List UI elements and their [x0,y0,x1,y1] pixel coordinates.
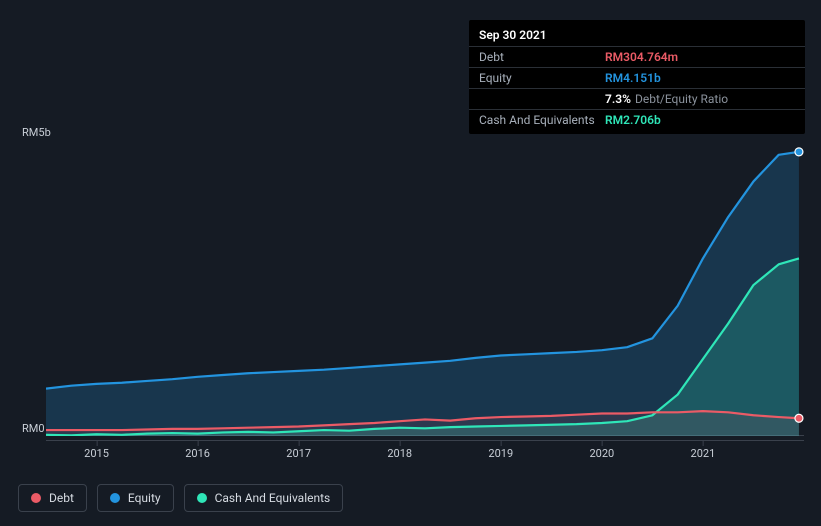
y-axis-label: RM0 [22,422,45,435]
x-axis-label: 2020 [589,447,614,460]
legend-label: Equity [128,491,161,505]
tooltip-row-label: Cash And Equivalents [479,113,605,127]
series-end-marker-debt [795,414,803,422]
tooltip-date: Sep 30 2021 [469,24,805,46]
legend-label: Cash And Equivalents [215,491,331,505]
tooltip-row: EquityRM4.151b [469,67,805,88]
legend-dot [110,493,120,503]
tooltip-row-value: RM2.706b [605,113,661,127]
legend-dot [197,493,207,503]
x-axis-label: 2015 [84,447,109,460]
series-end-marker-equity [795,148,803,156]
tooltip-row-label: Equity [479,71,605,85]
x-axis-label: 2016 [185,447,210,460]
tooltip-row: 7.3%Debt/Equity Ratio [469,88,805,109]
chart-tooltip: Sep 30 2021 DebtRM304.764mEquityRM4.151b… [469,20,805,134]
x-axis-label: 2021 [691,447,716,460]
tooltip-row-value: RM304.764m [605,50,678,64]
x-axis-label: 2019 [488,447,513,460]
x-axis-label: 2018 [387,447,412,460]
tooltip-row: Cash And EquivalentsRM2.706b [469,109,805,130]
legend-label: Debt [49,491,74,505]
chart-plot-area [46,140,804,436]
area-chart-svg [46,140,804,436]
x-axis: 2015 2016 2017 2018 2019 2020 2021 [46,440,804,460]
tooltip-row-label [479,92,605,106]
legend-dot [31,493,41,503]
tooltip-row-sub: Debt/Equity Ratio [635,92,728,106]
legend-item-debt[interactable]: Debt [18,484,87,512]
chart-legend: Debt Equity Cash And Equivalents [18,484,343,512]
x-axis-label: 2017 [286,447,311,460]
legend-item-equity[interactable]: Equity [97,484,174,512]
tooltip-row-value: RM4.151b [605,71,661,85]
y-axis-label: RM5b [22,126,51,139]
tooltip-row-label: Debt [479,50,605,64]
tooltip-row-value: 7.3%Debt/Equity Ratio [605,92,728,106]
legend-item-cash[interactable]: Cash And Equivalents [184,484,344,512]
tooltip-row: DebtRM304.764m [469,46,805,67]
